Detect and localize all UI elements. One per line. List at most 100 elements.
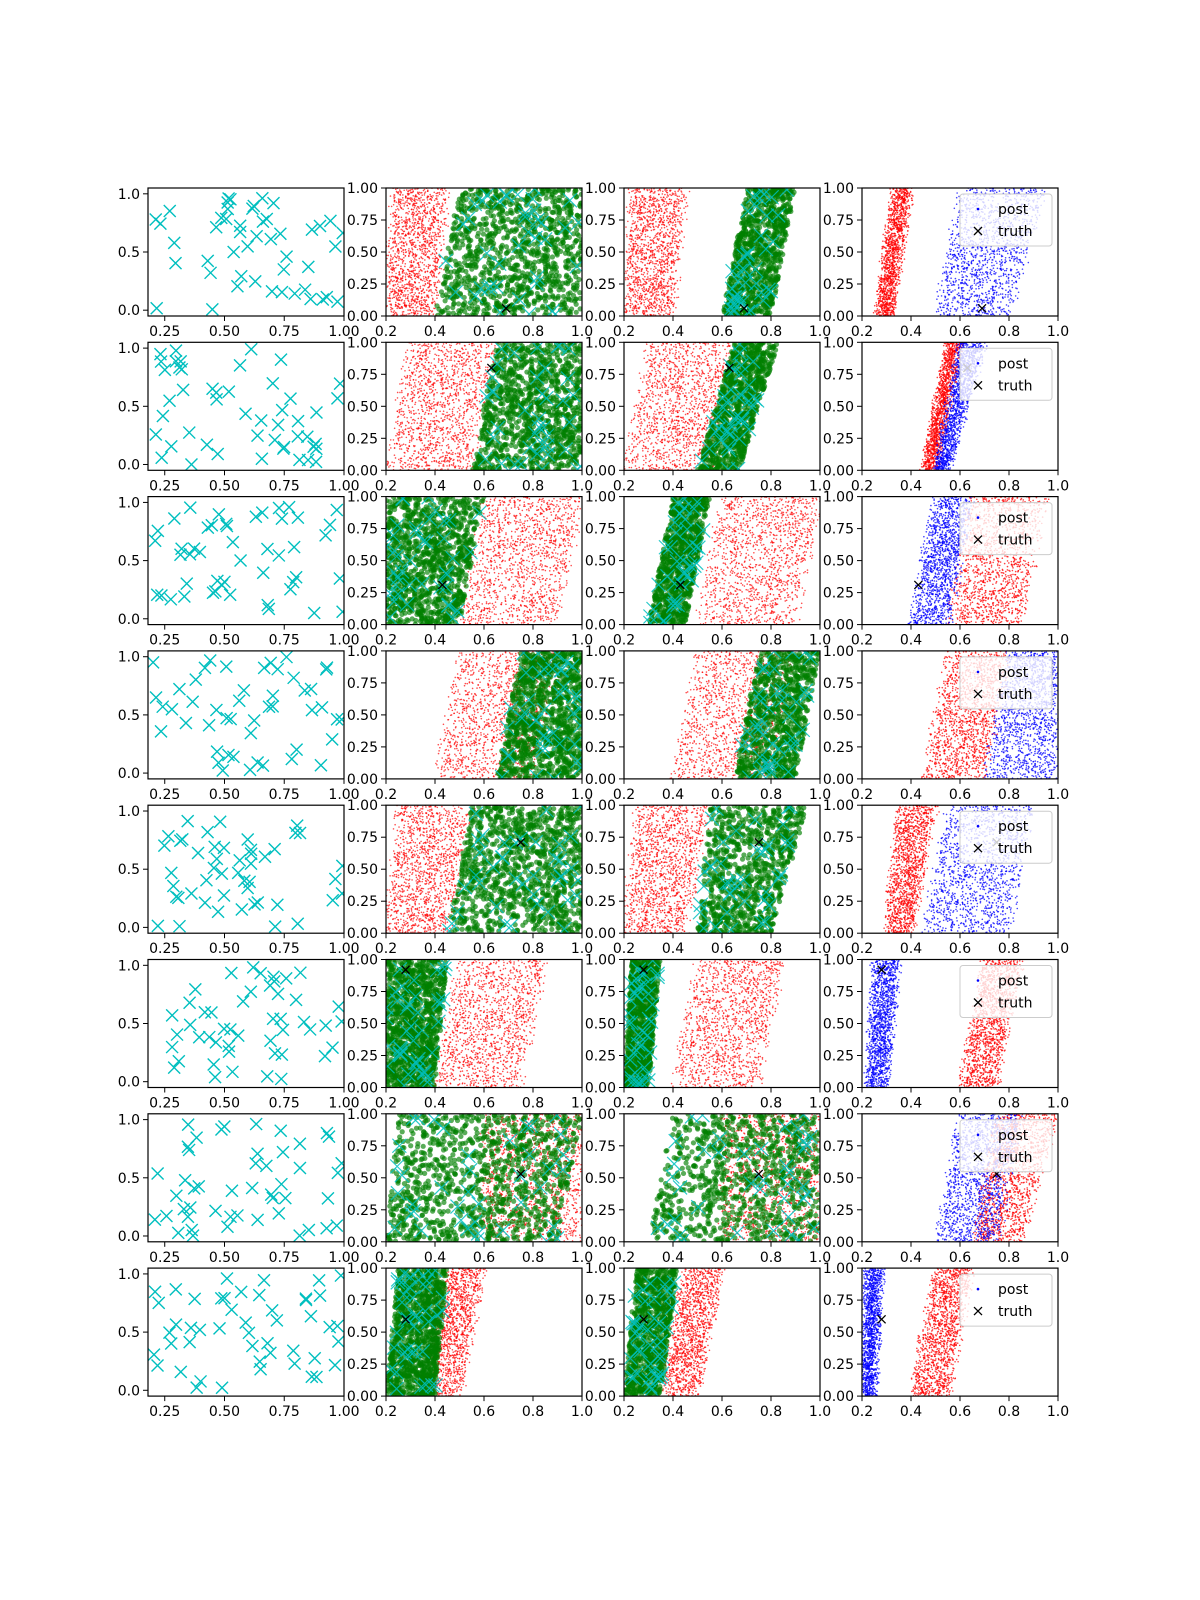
posterior-point-red	[415, 286, 417, 288]
posterior-point-red	[632, 253, 634, 255]
posterior-point-red	[397, 286, 399, 288]
posterior-point-red	[415, 205, 417, 207]
posterior-point-red	[675, 270, 677, 272]
posterior-point-red	[666, 216, 668, 218]
posterior-point-red	[434, 232, 436, 234]
posterior-point-red	[680, 280, 682, 282]
posterior-point-red	[396, 191, 398, 193]
posterior-point-red	[658, 305, 660, 307]
posterior-point-red	[390, 213, 392, 215]
posterior-point-red	[423, 264, 425, 266]
posterior-point-red	[646, 298, 648, 300]
posterior-point-red	[435, 244, 437, 246]
posterior-point-red	[666, 249, 668, 251]
posterior-point-red	[429, 194, 431, 196]
posterior-point-red	[670, 253, 672, 255]
posterior-point-red	[622, 262, 624, 264]
posterior-point-green	[504, 227, 509, 232]
posterior-point-red	[402, 262, 404, 264]
posterior-point-red	[661, 307, 663, 309]
posterior-point-red	[652, 263, 654, 265]
posterior-point-red	[432, 232, 434, 234]
posterior-point-red	[440, 212, 442, 214]
posterior-point-red	[664, 212, 666, 214]
posterior-point-red	[412, 191, 414, 193]
posterior-point-red	[405, 276, 407, 278]
posterior-point-red	[411, 260, 413, 262]
posterior-point-red	[679, 258, 681, 260]
posterior-point-red	[645, 207, 647, 209]
posterior-point-red	[637, 285, 639, 287]
posterior-point-green	[579, 255, 584, 260]
posterior-point-red	[407, 299, 409, 301]
posterior-point-red	[661, 283, 663, 285]
posterior-point-red	[647, 236, 649, 238]
posterior-point-red	[653, 218, 655, 220]
posterior-point-red	[429, 307, 431, 309]
posterior-point-red	[440, 226, 442, 228]
posterior-point-red	[403, 254, 405, 256]
posterior-point-red	[407, 213, 409, 215]
posterior-point-red	[436, 297, 438, 299]
posterior-point-red	[637, 217, 639, 219]
posterior-point-red	[390, 230, 392, 232]
posterior-point-red	[639, 205, 641, 207]
posterior-point-green	[475, 234, 480, 239]
posterior-point-red	[418, 211, 420, 213]
posterior-point-red	[398, 256, 400, 258]
posterior-point-red	[673, 259, 675, 261]
posterior-point-red	[656, 250, 658, 252]
posterior-point-red	[417, 221, 419, 223]
posterior-point-red	[650, 307, 652, 309]
posterior-point-red	[677, 219, 679, 221]
posterior-point-red	[665, 247, 667, 249]
posterior-point-red	[432, 245, 434, 247]
posterior-point-red	[639, 250, 641, 252]
posterior-point-red	[432, 226, 434, 228]
posterior-point-red	[644, 281, 646, 283]
posterior-point-red	[399, 274, 401, 276]
posterior-point-red	[389, 293, 391, 295]
y-tick-label: 0.5	[118, 245, 140, 261]
posterior-point-red	[653, 208, 655, 210]
posterior-point-red	[637, 304, 639, 306]
posterior-point-red	[626, 296, 628, 298]
posterior-point-red	[424, 285, 426, 287]
posterior-point-red	[657, 291, 659, 293]
posterior-point-red	[422, 199, 424, 201]
posterior-point-green	[550, 279, 555, 284]
posterior-point-red	[641, 206, 643, 208]
posterior-point-red	[422, 280, 424, 282]
posterior-point-red	[428, 250, 430, 252]
posterior-point-red	[649, 314, 651, 316]
posterior-point-red	[396, 305, 398, 307]
posterior-point-red	[423, 278, 425, 280]
posterior-point-red	[644, 259, 646, 261]
posterior-point-green	[553, 243, 558, 248]
posterior-point-red	[652, 254, 654, 256]
posterior-point-red	[431, 224, 433, 226]
posterior-point-red	[436, 266, 438, 268]
posterior-point-red	[398, 216, 400, 218]
posterior-point-red	[432, 258, 434, 260]
posterior-point-green	[764, 311, 769, 316]
posterior-point-red	[646, 268, 648, 270]
posterior-point-red	[425, 306, 427, 308]
posterior-point-red	[668, 300, 670, 302]
posterior-point-red	[404, 266, 406, 268]
posterior-point-red	[412, 284, 414, 286]
posterior-point-red	[427, 211, 429, 213]
posterior-point-red	[433, 191, 435, 193]
posterior-point-red	[626, 303, 628, 305]
posterior-point-red	[645, 200, 647, 202]
posterior-point-red	[655, 267, 657, 269]
posterior-point-red	[421, 290, 423, 292]
posterior-point-red	[671, 227, 673, 229]
posterior-point-green	[769, 261, 774, 266]
posterior-point-red	[625, 311, 627, 313]
posterior-point-red	[634, 192, 636, 194]
posterior-point-green	[749, 229, 754, 234]
posterior-point-red	[635, 281, 637, 283]
posterior-point-red	[401, 208, 403, 210]
posterior-point-red	[429, 286, 431, 288]
